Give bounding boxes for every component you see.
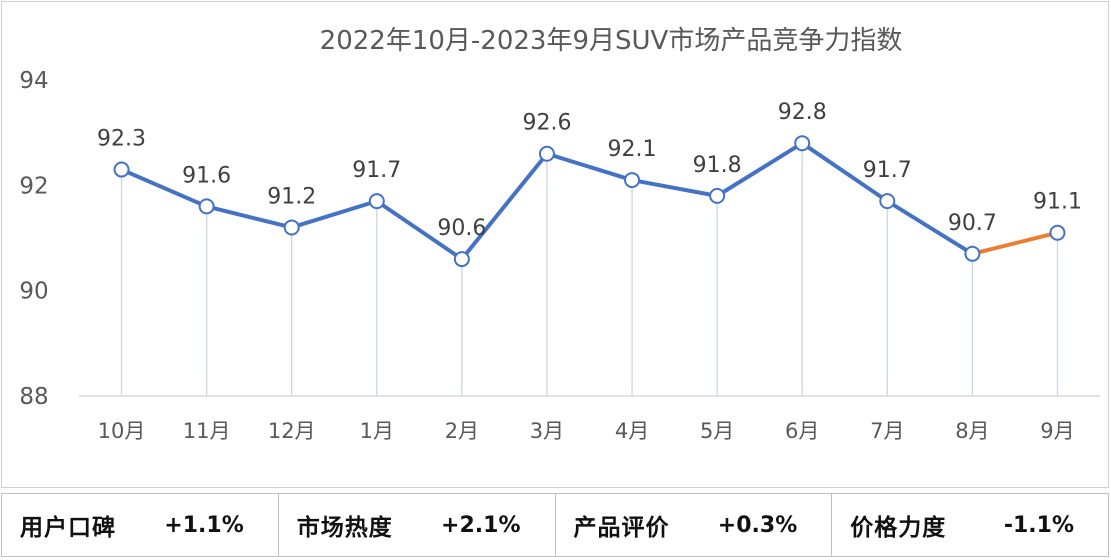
data-point [538, 145, 555, 162]
data-label: 91.8 [693, 153, 742, 178]
x-tick-label: 11月 [183, 419, 231, 443]
line-chart: 2022年10月-2023年9月SUV市场产品竞争力指数 88 90 92 94 92… [19, 26, 1100, 443]
metric-price-strength: 价格力度 -1.1% [832, 494, 1108, 556]
y-tick-label: 92 [19, 173, 48, 199]
data-point [794, 135, 811, 152]
metric-label: 价格力度 [850, 515, 947, 541]
series-line-segment [885, 199, 975, 256]
metric-user-reputation: 用户口碑 +1.1% [2, 494, 279, 556]
x-tick-label: 8月 [955, 419, 989, 443]
data-point [879, 193, 896, 210]
data-label: 92.1 [608, 137, 657, 162]
data-point [709, 187, 726, 204]
metric-value: +0.3% [717, 512, 798, 538]
data-point [1049, 224, 1066, 241]
y-tick-label: 94 [19, 68, 48, 94]
chart-title: 2022年10月-2023年9月SUV市场产品竞争力指数 [320, 26, 903, 56]
x-tick-label: 4月 [615, 419, 649, 443]
data-label: 92.6 [522, 111, 571, 136]
x-tick-label: 6月 [785, 419, 819, 443]
data-point [283, 219, 300, 236]
data-label: 91.6 [182, 163, 231, 188]
series-line-segment [630, 178, 720, 198]
data-label: 91.1 [1033, 190, 1082, 215]
series-line-segment [544, 151, 635, 183]
metric-value: +2.1% [441, 512, 521, 538]
metric-value: -1.1% [1003, 512, 1074, 538]
chart-frame: 2022年10月-2023年9月SUV市场产品竞争力指数 88 90 92 94 92… [1, 1, 1109, 488]
data-point [624, 172, 641, 189]
data-point [113, 161, 130, 178]
series-line-segment [374, 199, 464, 262]
metrics-bar: 用户口碑 +1.1% 市场热度 +2.1% 产品评价 +0.3% 价格力度 -1… [1, 493, 1109, 557]
metric-market-heat: 市场热度 +2.1% [279, 494, 556, 556]
metric-product-rating: 产品评价 +0.3% [556, 494, 833, 556]
data-label: 90.7 [948, 211, 997, 236]
metric-label: 产品评价 [573, 515, 670, 541]
series-line-segment [459, 151, 549, 262]
x-tick-label: 1月 [360, 419, 394, 443]
metric-value: +1.1% [164, 512, 244, 538]
data-label: 91.7 [863, 158, 912, 183]
x-tick-label: 3月 [530, 419, 564, 443]
series-line-highlight [970, 230, 1060, 256]
series-line-segment [289, 199, 379, 230]
metric-label: 市场热度 [296, 515, 393, 541]
data-label: 92.3 [97, 127, 146, 152]
data-label: 92.8 [778, 100, 827, 125]
y-tick-label: 90 [19, 279, 48, 305]
x-tick-label: 12月 [268, 419, 316, 443]
series-line-segment [800, 141, 890, 204]
series-line-segment [204, 204, 294, 230]
x-tick-label: 10月 [98, 419, 146, 443]
data-point [453, 251, 470, 268]
data-label: 91.2 [267, 184, 316, 209]
x-tick-label: 5月 [700, 419, 734, 443]
x-tick-label: 2月 [445, 419, 479, 443]
metric-label: 用户口碑 [20, 515, 116, 541]
data-label: 90.6 [437, 216, 486, 241]
y-tick-label: 88 [19, 384, 48, 410]
data-point [368, 193, 385, 210]
data-point [964, 245, 981, 262]
x-tick-label: 9月 [1040, 419, 1074, 443]
data-label: 91.7 [352, 158, 401, 183]
x-tick-label: 7月 [870, 419, 904, 443]
series-line-segment [119, 167, 209, 209]
data-point [198, 198, 215, 215]
series-line-segment [715, 141, 805, 198]
